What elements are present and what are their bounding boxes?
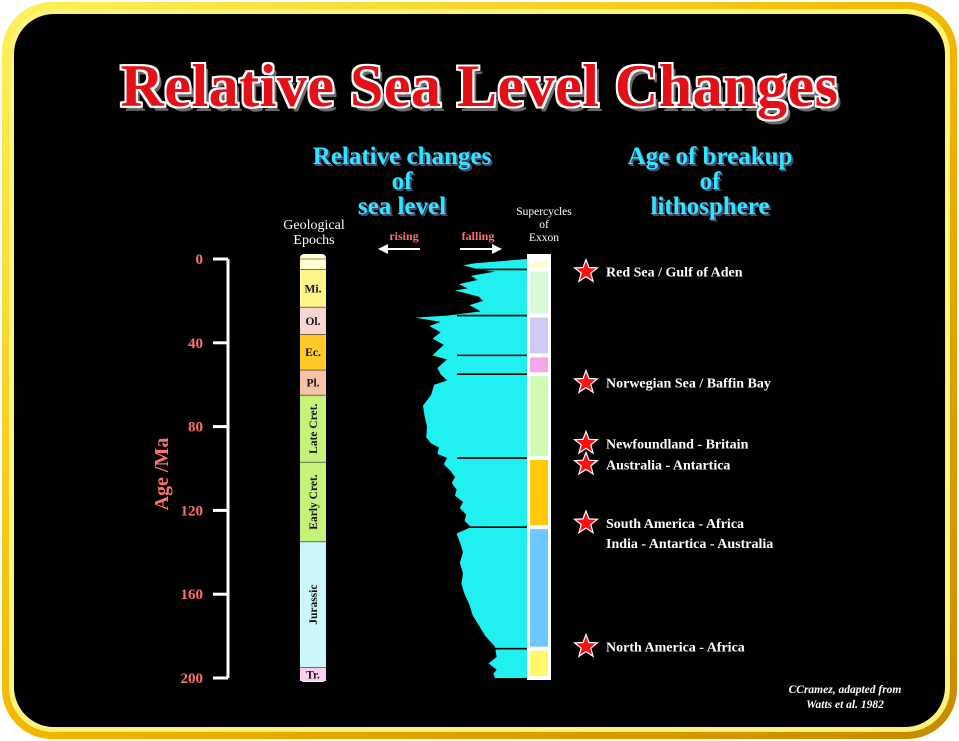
epoch-band <box>300 334 326 371</box>
age-tick-label: 160 <box>181 587 204 603</box>
sea-level-heading-line: of <box>391 168 413 195</box>
epoch-band <box>300 370 326 396</box>
breakup-star-icon <box>572 632 600 658</box>
breakup-star-icon <box>572 450 600 476</box>
falling-label: falling <box>462 229 495 243</box>
breakup-star-icon <box>572 368 600 394</box>
epoch-band <box>300 667 326 681</box>
sea-level-diagram: 0 40 80 120 160 200 Age /Ma Mi. Ol. Ec. Pl. Late Cr… <box>151 229 773 687</box>
sea-level-heading-line: Relative changes <box>312 143 492 170</box>
age-tick-label: 40 <box>188 336 203 352</box>
supercycle-band <box>530 271 548 314</box>
epoch-label: Jurassic <box>308 585 320 625</box>
credit-line: CCramez, adapted from <box>788 684 902 696</box>
breakup-star-icon <box>572 509 600 535</box>
breakup-event-label: Red Sea / Gulf of Aden <box>606 266 743 281</box>
epoch-label: Late Cret. <box>308 403 320 453</box>
breakup-event-label: Norwegian Sea / Baffin Bay <box>606 377 771 392</box>
epoch-band <box>300 259 326 270</box>
breakup-event-label: Australia - Antartica <box>606 458 730 473</box>
age-tick-label: 0 <box>196 252 204 268</box>
epoch-label: Tr. <box>306 669 320 681</box>
supercycle-band <box>530 529 548 647</box>
supercycle-band <box>530 376 548 457</box>
breakup-heading: Age of breakup of lithosphere <box>580 144 840 219</box>
supercycle-band <box>530 317 548 354</box>
epoch-label: Mi. <box>305 283 322 295</box>
credit: CCramez, adapted from Watts et al. 1982 <box>760 683 930 713</box>
sea-level-heading: Relative changes of sea level <box>262 144 542 219</box>
supercycles-label-line: of <box>539 219 549 231</box>
breakup-event-label: Newfoundland - Britain <box>606 437 749 452</box>
epoch-label: Ec. <box>305 347 321 359</box>
breakup-event-label: North America - Africa <box>606 641 745 656</box>
breakup-event-label: South America - Africa <box>606 517 744 532</box>
epochs-label-line: Epochs <box>293 233 335 248</box>
age-tick-label: 120 <box>181 503 204 519</box>
breakup-star-icon <box>572 429 600 455</box>
epoch-label: Pl. <box>306 378 319 390</box>
age-axis-label: Age /Ma <box>151 438 173 511</box>
sea-level-heading-line: sea level <box>357 193 447 220</box>
sea-level-curve <box>415 259 527 678</box>
supercycles-label-line: Exxon <box>528 232 560 244</box>
credit-line: Watts et al. 1982 <box>806 699 884 711</box>
falling-arrow-head <box>492 244 502 254</box>
age-tick-label: 80 <box>188 420 203 436</box>
supercycles-label: Supercycles of Exxon <box>500 206 588 245</box>
rising-label: rising <box>389 229 418 243</box>
supercycle-band <box>530 261 548 268</box>
epoch-band <box>300 541 326 668</box>
epoch-band <box>300 462 326 542</box>
supercycles-label-line: Supercycles <box>516 206 572 218</box>
epoch-band <box>300 395 326 463</box>
supercycle-band <box>530 460 548 526</box>
breakup-star-icon <box>572 257 600 283</box>
breakup-heading-line: of <box>699 168 721 195</box>
epoch-label: Early Cret. <box>308 474 320 529</box>
breakup-heading-line: Age of breakup <box>627 143 793 170</box>
epochs-label: Geological Epochs <box>262 218 366 248</box>
rising-arrow-head <box>378 244 388 254</box>
page-title: Relative Sea Level Changes <box>120 53 839 119</box>
breakup-event-label: India - Antartica - Australia <box>606 537 773 552</box>
epochs-label-line: Geological <box>283 218 345 233</box>
age-tick-label: 200 <box>181 671 204 687</box>
supercycle-band <box>530 357 548 373</box>
epoch-label: Ol. <box>305 316 320 328</box>
supercycle-band <box>530 650 548 676</box>
breakup-heading-line: lithosphere <box>650 193 770 220</box>
epoch-band <box>300 269 326 308</box>
epoch-band <box>300 307 326 335</box>
